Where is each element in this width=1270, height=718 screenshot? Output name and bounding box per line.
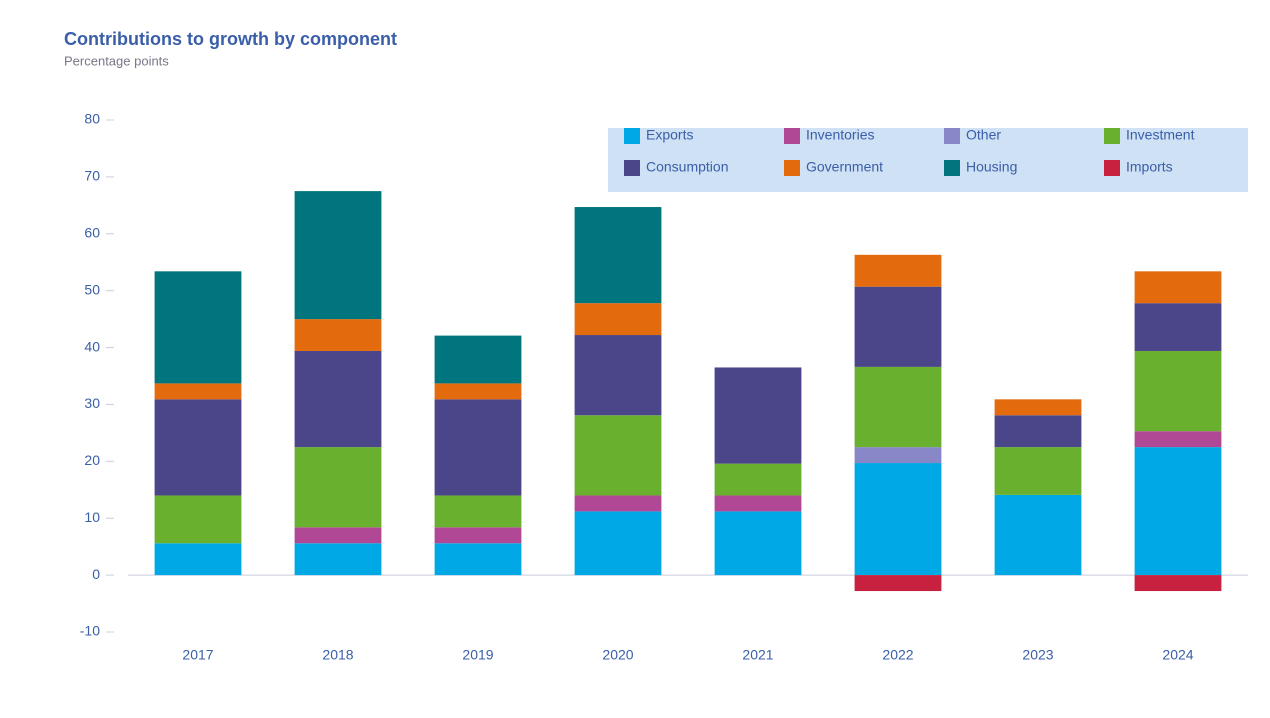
bar-segment bbox=[994, 399, 1082, 416]
x-tick-label: 2024 bbox=[1162, 647, 1193, 663]
bar-segment bbox=[854, 286, 942, 367]
bar-segment bbox=[294, 319, 382, 351]
legend-swatch bbox=[624, 128, 640, 144]
legend-swatch bbox=[624, 160, 640, 176]
bar-segment bbox=[434, 527, 522, 544]
bar-segment bbox=[154, 399, 242, 496]
x-tick-label: 2018 bbox=[322, 647, 353, 663]
legend-label: Imports bbox=[1126, 159, 1173, 175]
legend-label: Housing bbox=[966, 159, 1017, 175]
bar-segment bbox=[574, 511, 662, 576]
legend-swatch bbox=[944, 128, 960, 144]
chart-title: Contributions to growth by component bbox=[64, 29, 397, 49]
bar-segment bbox=[434, 383, 522, 400]
legend-swatch bbox=[1104, 128, 1120, 144]
bar-segment bbox=[154, 271, 242, 384]
y-tick-label: 50 bbox=[84, 281, 100, 297]
bar-segment bbox=[434, 335, 522, 384]
bar-segment bbox=[994, 494, 1082, 576]
y-tick-label: 30 bbox=[84, 395, 100, 411]
y-tick-label: 10 bbox=[84, 509, 100, 525]
y-tick-label: 0 bbox=[92, 566, 100, 582]
legend-label: Government bbox=[806, 159, 883, 175]
legend-box bbox=[608, 128, 1248, 192]
legend-label: Inventories bbox=[806, 127, 874, 143]
bar-segment bbox=[154, 383, 242, 400]
bar-segment bbox=[714, 367, 802, 464]
legend-label: Other bbox=[966, 127, 1001, 143]
bar-segment bbox=[714, 463, 802, 496]
bar-segment bbox=[1134, 431, 1222, 448]
x-tick-label: 2021 bbox=[742, 647, 773, 663]
y-tick-label: 60 bbox=[84, 224, 100, 240]
bar-segment bbox=[434, 543, 522, 576]
bar-segment bbox=[434, 399, 522, 496]
bar-segment bbox=[574, 415, 662, 496]
legend-swatch bbox=[784, 160, 800, 176]
bar-segment bbox=[714, 511, 802, 576]
x-tick-label: 2022 bbox=[882, 647, 913, 663]
y-tick-label: -10 bbox=[80, 623, 100, 639]
bar-segment bbox=[294, 191, 382, 320]
bar-segment bbox=[1134, 575, 1222, 592]
bar-segment bbox=[574, 303, 662, 336]
bar-segment bbox=[854, 575, 942, 592]
legend-label: Exports bbox=[646, 127, 693, 143]
y-tick-label: 40 bbox=[84, 338, 100, 354]
bar-segment bbox=[1134, 271, 1222, 304]
y-tick-label: 80 bbox=[84, 111, 100, 127]
legend-swatch bbox=[1104, 160, 1120, 176]
y-tick-label: 70 bbox=[84, 168, 100, 184]
bar-segment bbox=[1134, 350, 1222, 432]
bar-segment bbox=[294, 447, 382, 528]
chart-subtitle: Percentage points bbox=[64, 53, 169, 68]
bar-segment bbox=[574, 495, 662, 512]
x-tick-label: 2017 bbox=[182, 647, 213, 663]
bar-segment bbox=[994, 447, 1082, 495]
bar-segment bbox=[154, 495, 242, 544]
legend-swatch bbox=[944, 160, 960, 176]
bar-segment bbox=[1134, 303, 1222, 351]
bar-segment bbox=[994, 415, 1082, 448]
x-tick-label: 2023 bbox=[1022, 647, 1053, 663]
bar-segment bbox=[854, 463, 942, 576]
bar-segment bbox=[574, 207, 662, 304]
legend-label: Consumption bbox=[646, 159, 729, 175]
bar-segment bbox=[854, 254, 942, 287]
x-tick-label: 2020 bbox=[602, 647, 633, 663]
legend-label: Investment bbox=[1126, 127, 1195, 143]
bar-segment bbox=[574, 335, 662, 416]
legend-swatch bbox=[784, 128, 800, 144]
x-tick-label: 2019 bbox=[462, 647, 493, 663]
bar-segment bbox=[854, 447, 942, 464]
bar-segment bbox=[854, 366, 942, 448]
bar-segment bbox=[714, 495, 802, 512]
bar-segment bbox=[294, 350, 382, 448]
bar-segment bbox=[294, 543, 382, 576]
y-tick-label: 20 bbox=[84, 452, 100, 468]
bar-segment bbox=[294, 527, 382, 544]
bar-segment bbox=[154, 543, 242, 576]
bar-segment bbox=[1134, 447, 1222, 576]
bar-segment bbox=[434, 495, 522, 528]
